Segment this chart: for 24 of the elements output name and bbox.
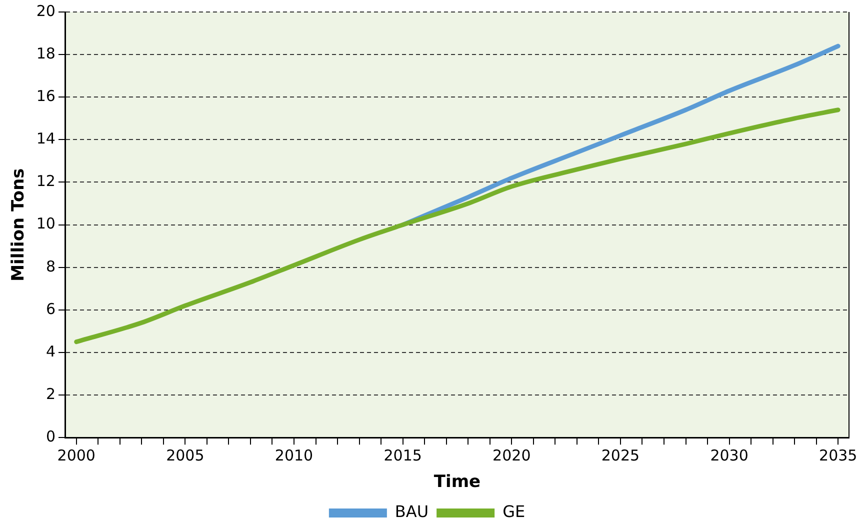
x-tick-label: 2010 — [274, 446, 314, 464]
x-tick-label: 2030 — [710, 446, 748, 464]
y-tick-label: 14 — [36, 130, 56, 148]
y-tick-label: 8 — [46, 257, 56, 276]
y-tick-label: 0 — [46, 427, 56, 446]
x-tick-label: 2035 — [819, 446, 858, 464]
line-series — [74, 108, 840, 344]
y-axis-title: Million Tons — [8, 168, 29, 282]
x-tick-label: 2025 — [601, 446, 640, 464]
y-tick-label: 6 — [46, 300, 56, 318]
y-tick-label: 20 — [36, 2, 56, 20]
y-tick-label: 18 — [36, 44, 56, 62]
y-tick-label: 10 — [36, 214, 56, 233]
y-tick-label: 4 — [46, 342, 56, 360]
y-tick-label: 12 — [36, 172, 56, 190]
y-tick-label: 2 — [46, 384, 56, 403]
legend-label: BAU — [394, 502, 429, 522]
x-tick-label: 2015 — [384, 446, 422, 464]
x-tick-label: 2000 — [57, 446, 96, 464]
legend-label: GE — [502, 502, 526, 522]
x-tick-label: 2005 — [166, 446, 204, 464]
x-tick-label: 2020 — [492, 446, 531, 464]
y-tick-label: 16 — [36, 87, 56, 106]
x-axis-title: Time — [434, 472, 481, 492]
